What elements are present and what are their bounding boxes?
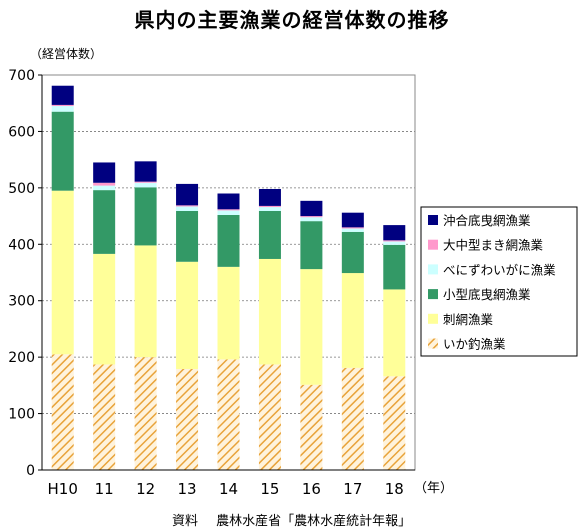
x-tick-label: 14 — [219, 480, 238, 498]
bar-segment-1 — [300, 384, 323, 470]
bar-segment-2 — [51, 190, 74, 355]
y-tick-label: 500 — [8, 181, 35, 197]
bar-segment-3 — [134, 187, 157, 246]
bar-segment-2 — [300, 269, 323, 385]
bar-segment-5 — [217, 209, 240, 211]
legend-label: 小型底曳網漁業 — [443, 287, 531, 302]
bar-segment-6 — [134, 161, 157, 182]
y-tick-label: 200 — [8, 350, 35, 366]
bar-segment-2 — [176, 261, 199, 369]
legend-swatch — [428, 289, 438, 300]
source-text: 農林水産省「農林水産統計年報」 — [216, 514, 412, 529]
legend-swatch — [428, 215, 438, 225]
bar-segment-5 — [51, 104, 74, 107]
legend-swatch — [428, 338, 438, 349]
bar-segment-4 — [217, 210, 240, 215]
y-tick-label: 400 — [8, 237, 35, 253]
y-tick-label: 700 — [8, 68, 35, 84]
source-note: 資料 農林水産省「農林水産統計年報」 — [172, 510, 411, 529]
bar-segment-1 — [51, 354, 74, 470]
bar-segment-6 — [341, 212, 364, 228]
bar-segment-4 — [258, 207, 281, 211]
bar-segment-1 — [134, 357, 157, 470]
bar-segment-2 — [134, 245, 157, 358]
x-tick-label: H10 — [48, 480, 78, 498]
y-tick-label: 100 — [8, 407, 35, 423]
bar-segment-1 — [258, 364, 281, 470]
bar-segment-1 — [93, 364, 116, 470]
y-axis-label: （経営体数） — [30, 46, 102, 61]
bar-segment-3 — [341, 231, 364, 274]
legend-swatch — [428, 264, 438, 275]
bar-segment-3 — [258, 210, 281, 259]
bar-segment-6 — [258, 188, 281, 206]
bar-segment-2 — [258, 258, 281, 365]
bar-segment-1 — [176, 368, 199, 470]
bar-segment-3 — [217, 214, 240, 267]
bar-segment-6 — [51, 85, 74, 105]
axes: 0 100 200 300 400 500 600 700 H10 11 12 13 14 15 16 17 1… — [8, 68, 416, 498]
bar-segment-6 — [217, 193, 240, 210]
chart-title: 県内の主要漁業の経営体数の推移 — [134, 8, 450, 32]
bar-segment-2 — [217, 266, 240, 360]
bar-segment-6 — [176, 183, 199, 206]
bar-segment-6 — [383, 225, 406, 241]
x-tick-label: 18 — [385, 480, 404, 498]
legend-label: 沖合底曳網漁業 — [443, 213, 531, 228]
bar-segment-4 — [176, 206, 199, 211]
legend-label: いか釣漁業 — [443, 337, 506, 352]
x-axis-unit: （年） — [414, 481, 453, 496]
bar-segment-5 — [176, 205, 199, 207]
bar-segment-5 — [300, 216, 323, 218]
legend-label: 刺網漁業 — [443, 312, 494, 327]
legend-label: べにずわいがに漁業 — [443, 262, 556, 277]
x-tick-label: 15 — [260, 480, 279, 498]
bar-segment-5 — [383, 240, 406, 242]
bar-segment-3 — [300, 221, 323, 270]
bar-segment-6 — [300, 200, 323, 217]
bar-segment-3 — [93, 190, 116, 254]
x-tick-label: 16 — [302, 480, 321, 498]
bar-segment-4 — [93, 185, 116, 191]
bar-segment-3 — [51, 111, 74, 191]
x-tick-label: 13 — [178, 480, 197, 498]
y-tick-label: 600 — [8, 124, 35, 140]
bar-segment-2 — [93, 253, 116, 365]
legend-swatch — [428, 239, 438, 250]
bar-segment-5 — [93, 182, 116, 186]
bar-segment-1 — [383, 376, 406, 470]
legend-box — [420, 206, 578, 357]
bar-segment-5 — [341, 227, 364, 229]
source-label: 資料 — [172, 514, 199, 529]
bar-segment-5 — [258, 205, 281, 208]
bar-segment-4 — [134, 182, 157, 188]
bar-segment-1 — [217, 359, 240, 470]
y-tick-label: 300 — [8, 294, 35, 310]
bar-segment-1 — [341, 367, 364, 470]
legend-swatch — [428, 313, 438, 324]
bar-segment-5 — [134, 181, 157, 183]
bar-segment-2 — [383, 289, 406, 377]
legend-label: 大中型まき網漁業 — [443, 238, 544, 253]
bar-segment-3 — [383, 244, 406, 290]
bars — [51, 85, 406, 470]
bar-segment-6 — [93, 162, 116, 183]
bar-segment-4 — [51, 106, 74, 112]
x-tick-label: 12 — [136, 480, 155, 498]
bar-segment-3 — [176, 210, 199, 262]
x-tick-label: 11 — [95, 480, 114, 498]
x-tick-label: 17 — [343, 480, 362, 498]
bar-segment-4 — [300, 217, 323, 222]
y-tick-label: 0 — [26, 463, 35, 479]
bar-segment-4 — [341, 228, 364, 232]
bar-segment-2 — [341, 273, 364, 368]
bar-segment-4 — [383, 241, 406, 245]
